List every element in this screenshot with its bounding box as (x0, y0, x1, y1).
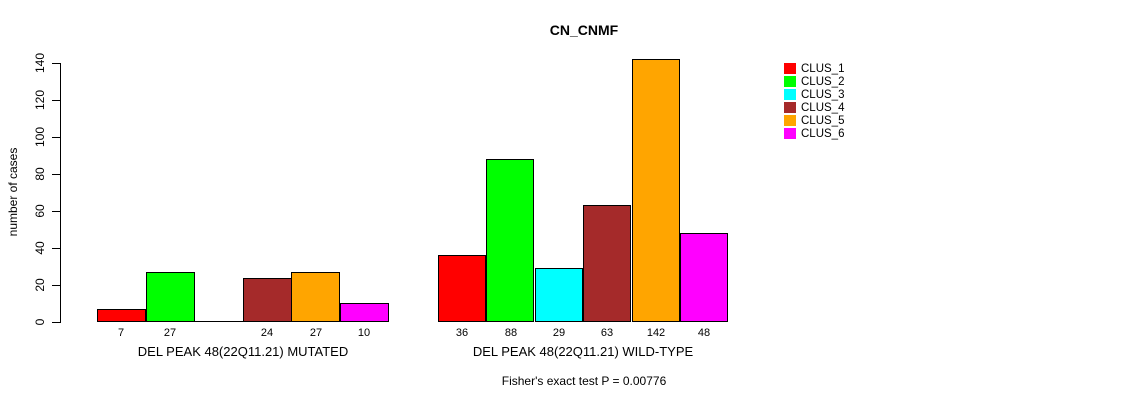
x-axis-group-label-mutated: DEL PEAK 48(22Q11.21) MUTATED (137, 344, 349, 359)
legend-swatch-icon (784, 128, 796, 139)
bar-clus_4 (243, 278, 292, 322)
y-tick-label: 120 (33, 89, 47, 111)
legend-row: CLUS_5 (784, 114, 844, 127)
legend-row: CLUS_2 (784, 75, 844, 88)
y-tick-mark (52, 322, 60, 323)
bar-value-label: 88 (504, 327, 518, 339)
bar-clus_1 (438, 255, 486, 322)
bar-clus_2 (486, 159, 534, 322)
legend: CLUS_1 CLUS_2 CLUS_3 CLUS_4 CLUS_5 CLUS_6 (784, 62, 844, 140)
y-tick-mark (52, 100, 60, 101)
legend-swatch-icon (784, 63, 796, 74)
legend-label: CLUS_2 (801, 75, 845, 88)
legend-row: CLUS_4 (784, 101, 844, 114)
legend-swatch-icon (784, 115, 796, 126)
legend-swatch-icon (784, 76, 796, 87)
legend-label: CLUS_4 (801, 101, 845, 114)
legend-label: CLUS_1 (801, 62, 845, 75)
bar-clus_4 (583, 205, 631, 322)
legend-label: CLUS_3 (801, 88, 845, 101)
chart-title: CN_CNMF (549, 22, 619, 38)
bar-clus_5 (291, 272, 340, 322)
y-tick-mark (52, 211, 60, 212)
bar-clus_6 (680, 233, 728, 322)
bar-value-label: 29 (552, 327, 566, 339)
bar-clus_6 (340, 303, 389, 322)
y-tick-label: 40 (33, 241, 47, 255)
bar-clus_1 (97, 309, 146, 322)
legend-row: CLUS_3 (784, 88, 844, 101)
bar-clus_3 (535, 268, 583, 322)
bar-value-label: 63 (600, 327, 614, 339)
bar-zero-clus_3 (194, 321, 243, 322)
y-tick-mark (52, 174, 60, 175)
y-axis-line (60, 63, 61, 323)
x-axis-group-label-wildtype: DEL PEAK 48(22Q11.21) WILD-TYPE (472, 344, 694, 359)
bar-clus_5 (632, 59, 680, 322)
y-tick-label: 60 (33, 204, 47, 218)
bar-value-label: 27 (309, 327, 323, 339)
y-tick-mark (52, 285, 60, 286)
y-tick-label: 140 (33, 52, 47, 74)
y-tick-label: 20 (33, 278, 47, 292)
legend-swatch-icon (784, 89, 796, 100)
y-axis-label: number of cases (6, 147, 20, 237)
legend-label: CLUS_6 (801, 127, 845, 140)
y-tick-mark (52, 63, 60, 64)
bar-value-label: 10 (357, 327, 371, 339)
legend-row: CLUS_1 (784, 62, 844, 75)
bar-value-label: 7 (117, 327, 125, 339)
legend-row: CLUS_6 (784, 127, 844, 140)
bar-value-label: 142 (646, 327, 666, 339)
bar-clus_2 (146, 272, 195, 322)
fisher-test-annotation: Fisher's exact test P = 0.00776 (501, 374, 667, 388)
y-tick-label: 80 (33, 167, 47, 181)
bar-value-label: 36 (455, 327, 469, 339)
legend-label: CLUS_5 (801, 114, 845, 127)
bar-value-label: 27 (163, 327, 177, 339)
y-tick-label: 0 (33, 318, 47, 326)
y-tick-mark (52, 137, 60, 138)
y-tick-label: 100 (33, 126, 47, 148)
bar-value-label: 24 (260, 327, 274, 339)
bar-value-label: 48 (697, 327, 711, 339)
legend-swatch-icon (784, 102, 796, 113)
y-tick-mark (52, 248, 60, 249)
